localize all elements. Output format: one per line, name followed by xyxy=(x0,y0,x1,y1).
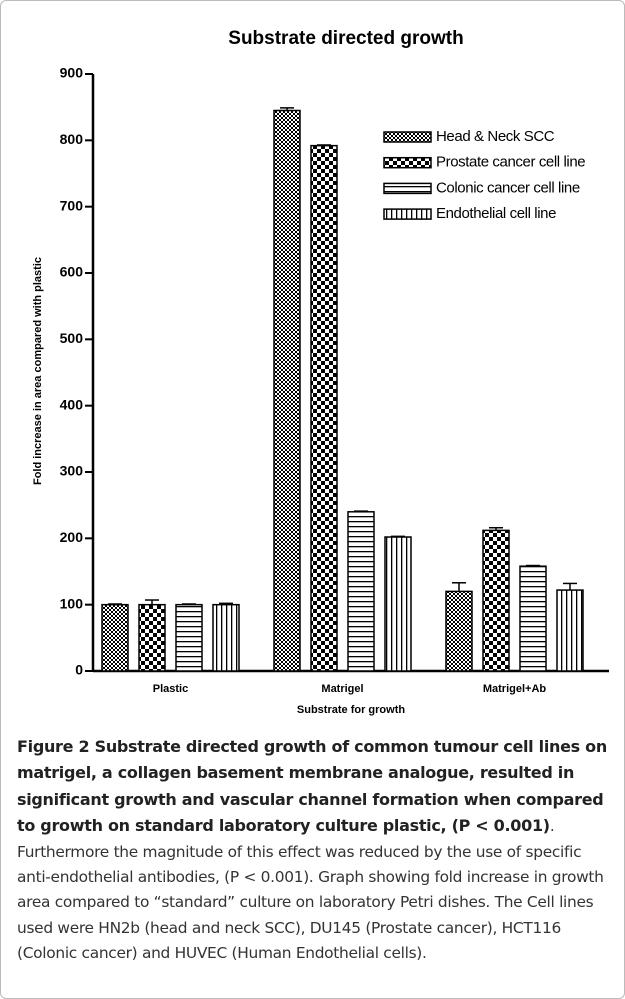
legend-swatch xyxy=(383,156,432,169)
bar xyxy=(310,144,338,672)
bar xyxy=(556,589,584,672)
chart: Substrate directed growth Substrate for … xyxy=(32,28,609,716)
x-tick-label: Matrigel+Ab xyxy=(483,683,547,695)
legend-label: Prostate cancer cell line xyxy=(436,154,585,171)
legend-swatch xyxy=(383,131,432,143)
y-tick-label: 300 xyxy=(60,463,84,479)
bar xyxy=(175,603,203,672)
caption-text: . Furthermore the magnitude of this effe… xyxy=(17,817,604,963)
bar xyxy=(347,511,375,672)
x-tick-label: Plastic xyxy=(153,683,188,695)
y-tick-label: 500 xyxy=(60,330,84,346)
y-tick-label: 900 xyxy=(60,65,84,81)
bar xyxy=(482,529,510,672)
y-tick-label: 200 xyxy=(60,529,84,545)
y-tick-label: 100 xyxy=(60,595,84,611)
y-tick-label: 600 xyxy=(60,264,84,280)
bar xyxy=(101,603,129,672)
y-tick-label: 400 xyxy=(60,396,84,412)
bar xyxy=(519,565,547,672)
caption: Figure 2 Substrate directed growth of co… xyxy=(17,734,613,967)
legend-label: Head & Neck SCC xyxy=(436,128,555,145)
y-tick-label: 800 xyxy=(60,131,84,147)
legend-label: Endothelial cell line xyxy=(436,205,556,222)
y-tick-label: 700 xyxy=(60,197,84,213)
legend-label: Colonic cancer cell line xyxy=(436,179,580,196)
y-tick-label: 0 xyxy=(75,662,83,678)
bar xyxy=(273,109,301,672)
chart-title: Substrate directed growth xyxy=(228,28,463,49)
x-axis-label: Substrate for growth xyxy=(297,704,405,716)
caption-title: Substrate directed growth of common tumo… xyxy=(17,737,607,836)
y-axis-label: Fold increase in area compared with plas… xyxy=(32,257,44,485)
caption-label: Figure 2 xyxy=(17,737,90,756)
bar xyxy=(384,536,412,672)
bar xyxy=(212,603,240,672)
legend-swatch xyxy=(383,208,432,220)
legend-swatch xyxy=(383,182,432,195)
x-tick-label: Matrigel xyxy=(321,683,363,695)
bar xyxy=(138,603,166,672)
bar xyxy=(445,590,473,672)
